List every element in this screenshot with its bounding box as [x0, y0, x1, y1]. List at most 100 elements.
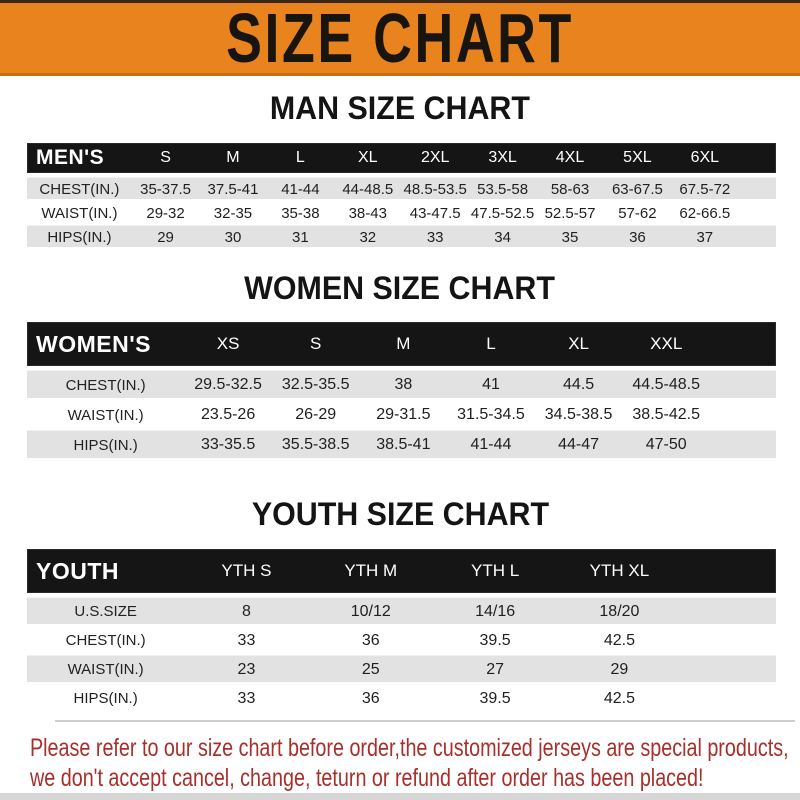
size-value: 36 — [361, 689, 380, 707]
size-value: 30 — [224, 228, 242, 246]
size-column-header: 4XL — [555, 149, 585, 166]
youth-section-heading-text: YOUTH SIZE CHART — [251, 496, 549, 532]
size-value: 43-47.5 — [409, 204, 461, 222]
men-size-table: MEN'S S M L XL 2XL 3XL 4XL 5XL 6XL CHEST(IN.) 35-37… — [27, 143, 776, 249]
row-label: CHEST(IN.) — [65, 376, 146, 394]
size-value: 33 — [237, 631, 256, 649]
size-value: 44-48.5 — [342, 180, 394, 198]
size-value: 31 — [292, 228, 309, 246]
size-column-header: M — [226, 149, 240, 166]
row-label: CHEST(IN.) — [65, 632, 146, 649]
size-column-header: L — [486, 334, 496, 353]
table-row: HIPS(IN.) 29 30 31 32 33 34 35 36 37 — [27, 225, 776, 249]
size-value: 35 — [561, 228, 579, 246]
size-value: 35-38 — [281, 204, 320, 222]
size-value: 47.5-52.5 — [470, 204, 535, 222]
size-value: 27 — [486, 660, 504, 678]
youth-size-section: YOUTH SIZE CHART YOUTH YTH S YTH M YTH L YTH… — [0, 497, 800, 713]
size-column-header: XL — [568, 334, 589, 353]
size-value: 41-44 — [470, 436, 512, 453]
table-header-label: MEN'S — [36, 146, 105, 169]
size-column-header: XS — [216, 334, 240, 353]
size-value: 31.5-34.5 — [457, 406, 525, 423]
size-value: 29 — [610, 660, 629, 678]
size-column-header: YTH S — [221, 561, 272, 580]
size-value: 44-47 — [558, 436, 600, 453]
women-size-section: WOMEN SIZE CHART WOMEN'S XS S M L XL XXL CHEST(… — [0, 271, 800, 460]
size-value: 39.5 — [479, 689, 511, 707]
size-value: 10/12 — [350, 602, 391, 620]
size-column-header: XL — [357, 149, 378, 166]
size-value: 48.5-53.5 — [403, 180, 467, 198]
size-value: 32.5-35.5 — [281, 376, 350, 393]
row-label: HIPS(IN.) — [47, 228, 112, 246]
size-value: 25 — [361, 660, 380, 678]
youth-section-heading: YOUTH SIZE CHART — [0, 497, 800, 532]
row-label: HIPS(IN.) — [73, 690, 138, 707]
size-value: 36 — [361, 631, 380, 649]
size-column-header: L — [295, 149, 305, 166]
men-section-heading-text: MAN SIZE CHART — [269, 90, 531, 126]
row-label: HIPS(IN.) — [73, 436, 138, 454]
size-value: 38 — [394, 376, 413, 393]
size-column-header: XXL — [650, 334, 683, 353]
row-label: WAIST(IN.) — [67, 406, 144, 424]
men-size-section: MAN SIZE CHART MEN'S S M L XL 2XL 3XL 4XL 5XL 6XL… — [0, 91, 800, 249]
women-size-table: WOMEN'S XS S M L XL XXL CHEST(IN.) 29.5-32.5 32.5… — [27, 322, 776, 460]
size-value: 41 — [482, 376, 500, 393]
size-value: 41-44 — [281, 180, 320, 198]
size-value: 57-62 — [618, 204, 657, 222]
table-row: WAIST(IN.) 23.5-26 26-29 29-31.5 31.5-34.5 34… — [27, 400, 776, 430]
table-row: HIPS(IN.) 33 36 39.5 42.5 — [27, 684, 776, 713]
size-column-header: 5XL — [623, 149, 652, 166]
row-label: U.S.SIZE — [74, 603, 137, 620]
table-row: CHEST(IN.) 33 36 39.5 42.5 — [27, 626, 776, 655]
size-value: 53.5-58 — [477, 180, 529, 198]
size-value: 34.5-38.5 — [544, 406, 613, 423]
size-value: 29 — [157, 228, 174, 246]
table-header-row: WOMEN'S XS S M L XL XXL — [27, 322, 776, 366]
size-value: 23 — [237, 660, 256, 678]
size-value: 67.5-72 — [679, 180, 731, 198]
row-label: CHEST(IN.) — [39, 180, 120, 198]
size-value: 29-32 — [146, 204, 185, 222]
size-value: 62-66.5 — [679, 204, 731, 222]
page-title: SIZE CHART — [226, 0, 574, 77]
size-value: 36 — [629, 228, 646, 246]
women-section-heading: WOMEN SIZE CHART — [0, 271, 800, 306]
size-column-header: 3XL — [488, 149, 517, 166]
size-column-header: YTH M — [344, 561, 398, 580]
size-value: 42.5 — [603, 689, 635, 707]
table-row: U.S.SIZE 8 10/12 14/16 18/20 — [27, 597, 776, 626]
size-column-header: YTH L — [471, 561, 520, 580]
size-column-header: 2XL — [420, 149, 450, 166]
size-value: 33-35.5 — [200, 436, 256, 453]
size-value: 29.5-32.5 — [194, 376, 262, 393]
size-value: 63-67.5 — [611, 180, 663, 198]
size-value: 23.5-26 — [200, 406, 256, 423]
size-value: 42.5 — [603, 631, 635, 649]
footer-divider — [55, 720, 795, 722]
size-chart-banner: SIZE CHART — [0, 0, 800, 76]
size-value: 33 — [426, 228, 444, 246]
size-column-header: M — [396, 334, 411, 353]
table-row: CHEST(IN.) 29.5-32.5 32.5-35.5 38 41 44.5 44.5… — [27, 370, 776, 400]
size-column-header: S — [160, 149, 171, 166]
table-row: WAIST(IN.) 29-32 32-35 35-38 38-43 43-47.5 47.… — [27, 201, 776, 225]
size-value: 58-63 — [550, 180, 590, 198]
table-row: CHEST(IN.) 35-37.5 37.5-41 41-44 44-48.5 48.5… — [27, 177, 776, 201]
table-header-label: YOUTH — [36, 557, 119, 584]
youth-size-table: YOUTH YTH S YTH M YTH L YTH XL U.S.SIZE 8 10/12… — [27, 549, 776, 713]
men-section-heading: MAN SIZE CHART — [0, 91, 800, 126]
size-column-header: 6XL — [690, 149, 720, 166]
size-value: 38.5-41 — [376, 436, 431, 453]
size-value: 38.5-42.5 — [632, 406, 701, 423]
size-value: 32 — [359, 228, 377, 246]
table-header-label: WOMEN'S — [36, 330, 152, 357]
size-value: 37.5-41 — [207, 180, 259, 198]
size-value: 44.5 — [563, 376, 595, 393]
size-column-header: S — [310, 334, 322, 353]
size-value: 32-35 — [213, 204, 253, 222]
footer-note-line-2: we don't accept cancel, change, teturn o… — [30, 764, 704, 792]
size-value: 38-43 — [348, 204, 387, 222]
